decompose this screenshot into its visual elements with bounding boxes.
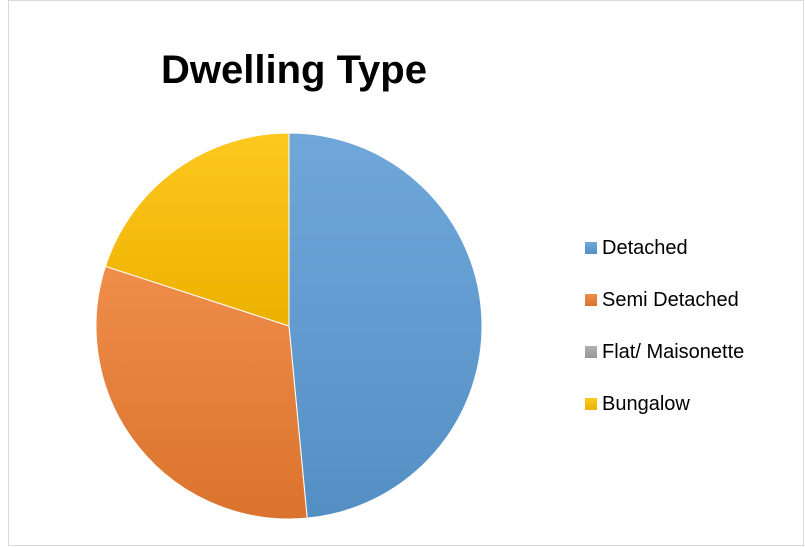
chart-title: Dwelling Type (161, 48, 427, 92)
legend-item: Semi Detached (585, 285, 800, 315)
legend-swatch (585, 294, 597, 306)
pie-slice-detached (288, 132, 483, 519)
legend-label: Flat/ Maisonette (602, 340, 745, 363)
legend-label: Detached (602, 236, 688, 259)
legend-item: Bungalow (585, 389, 800, 419)
legend-swatch (585, 398, 597, 410)
pie-slice-bungalow (104, 132, 290, 327)
pie-slice-semi-detached (95, 265, 308, 520)
legend-swatch (585, 242, 597, 254)
legend-item: Flat/ Maisonette (585, 337, 800, 367)
legend-swatch (585, 346, 597, 358)
legend-label: Semi Detached (602, 288, 739, 311)
chart-frame: Dwelling Type Detached Semi Detached Flat/… (8, 0, 804, 546)
pie-slices (95, 132, 483, 520)
legend-label: Bungalow (602, 392, 690, 415)
legend-item: Detached (585, 233, 800, 263)
legend: Detached Semi Detached Flat/ Maisonette Bun… (585, 233, 800, 441)
pie-chart (95, 132, 483, 520)
